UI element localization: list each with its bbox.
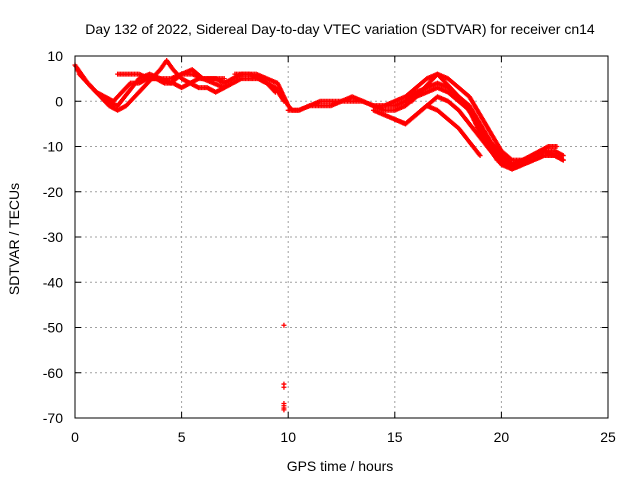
y-tick-label: -20 bbox=[43, 184, 63, 200]
data-point bbox=[560, 153, 566, 159]
x-tick-label: 15 bbox=[387, 429, 403, 445]
data-point bbox=[554, 144, 560, 149]
x-tick-label: 5 bbox=[178, 429, 186, 445]
data-point bbox=[552, 153, 558, 159]
data-points bbox=[72, 58, 566, 413]
x-tick-label: 0 bbox=[71, 429, 79, 445]
y-tick-label: -70 bbox=[43, 410, 63, 426]
y-tick-label: 10 bbox=[47, 48, 63, 64]
chart-title: Day 132 of 2022, Sidereal Day-to-day VTE… bbox=[85, 21, 595, 37]
y-tick-label: 0 bbox=[55, 93, 63, 109]
series-track-9 bbox=[409, 71, 560, 168]
x-tick-label: 25 bbox=[600, 429, 616, 445]
series-track-4 bbox=[115, 71, 227, 82]
y-tick-labels: 10 0 -10 -20 -30 -40 -50 -60 -70 bbox=[43, 48, 63, 426]
series-outliers bbox=[281, 322, 287, 413]
data-point bbox=[281, 407, 287, 413]
data-point bbox=[281, 322, 287, 328]
data-point bbox=[221, 76, 227, 82]
data-point bbox=[272, 89, 278, 95]
x-axis-label: GPS time / hours bbox=[287, 458, 394, 474]
x-tick-labels: 0 5 10 15 20 25 bbox=[71, 429, 616, 445]
data-point bbox=[560, 157, 566, 163]
plot-frame bbox=[74, 55, 609, 419]
y-tick-label: -50 bbox=[43, 320, 63, 336]
data-point bbox=[281, 384, 287, 390]
y-tick-label: -10 bbox=[43, 139, 63, 155]
data-point bbox=[477, 153, 483, 159]
y-tick-label: -40 bbox=[43, 274, 63, 290]
data-point bbox=[221, 85, 227, 91]
y-tick-label: -30 bbox=[43, 229, 63, 245]
x-tick-label: 10 bbox=[280, 429, 296, 445]
x-tick-label: 20 bbox=[494, 429, 510, 445]
y-axis-label: SDTVAR / TECUs bbox=[6, 183, 22, 295]
series-track-10 bbox=[392, 103, 483, 159]
y-tick-label: -60 bbox=[43, 365, 63, 381]
